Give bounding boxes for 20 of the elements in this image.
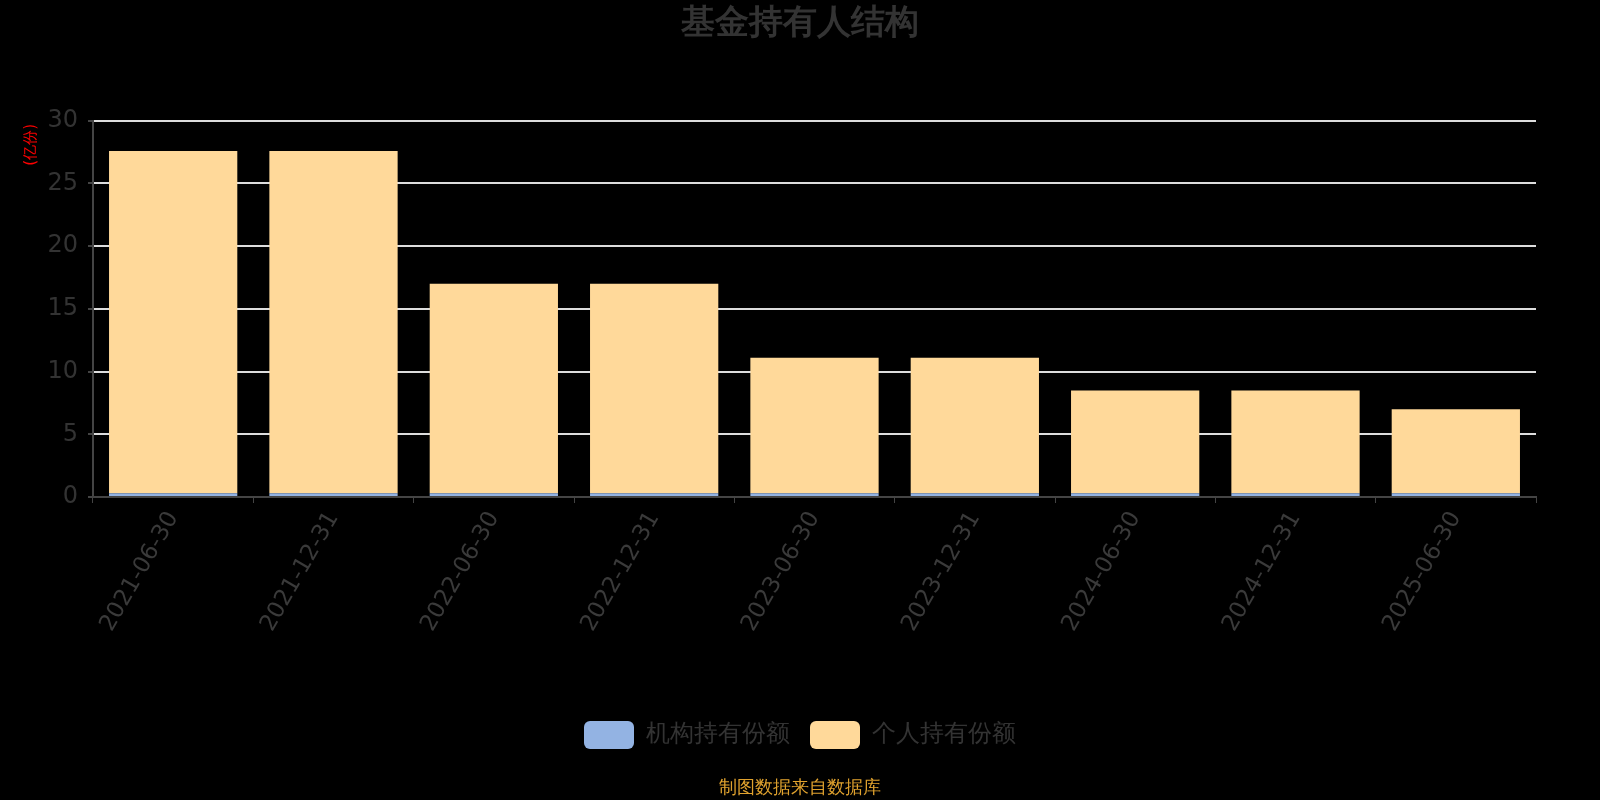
bar [910,357,1039,494]
bar [750,493,879,496]
bar [1071,390,1200,494]
bar [590,493,719,496]
bar [109,493,238,496]
bar [590,283,719,494]
bar [429,493,558,496]
bar [1231,493,1360,496]
bar [1391,409,1520,494]
bar [269,493,398,496]
text: 制图数据来自数据库 [719,775,881,797]
bar [1231,390,1360,494]
y-axis-title: (亿份) [20,123,39,166]
bar [910,493,1039,496]
bar [109,150,238,494]
bar [269,150,398,494]
bar [1071,493,1200,496]
bar [1391,493,1520,496]
bar [429,283,558,494]
bar [750,357,879,494]
